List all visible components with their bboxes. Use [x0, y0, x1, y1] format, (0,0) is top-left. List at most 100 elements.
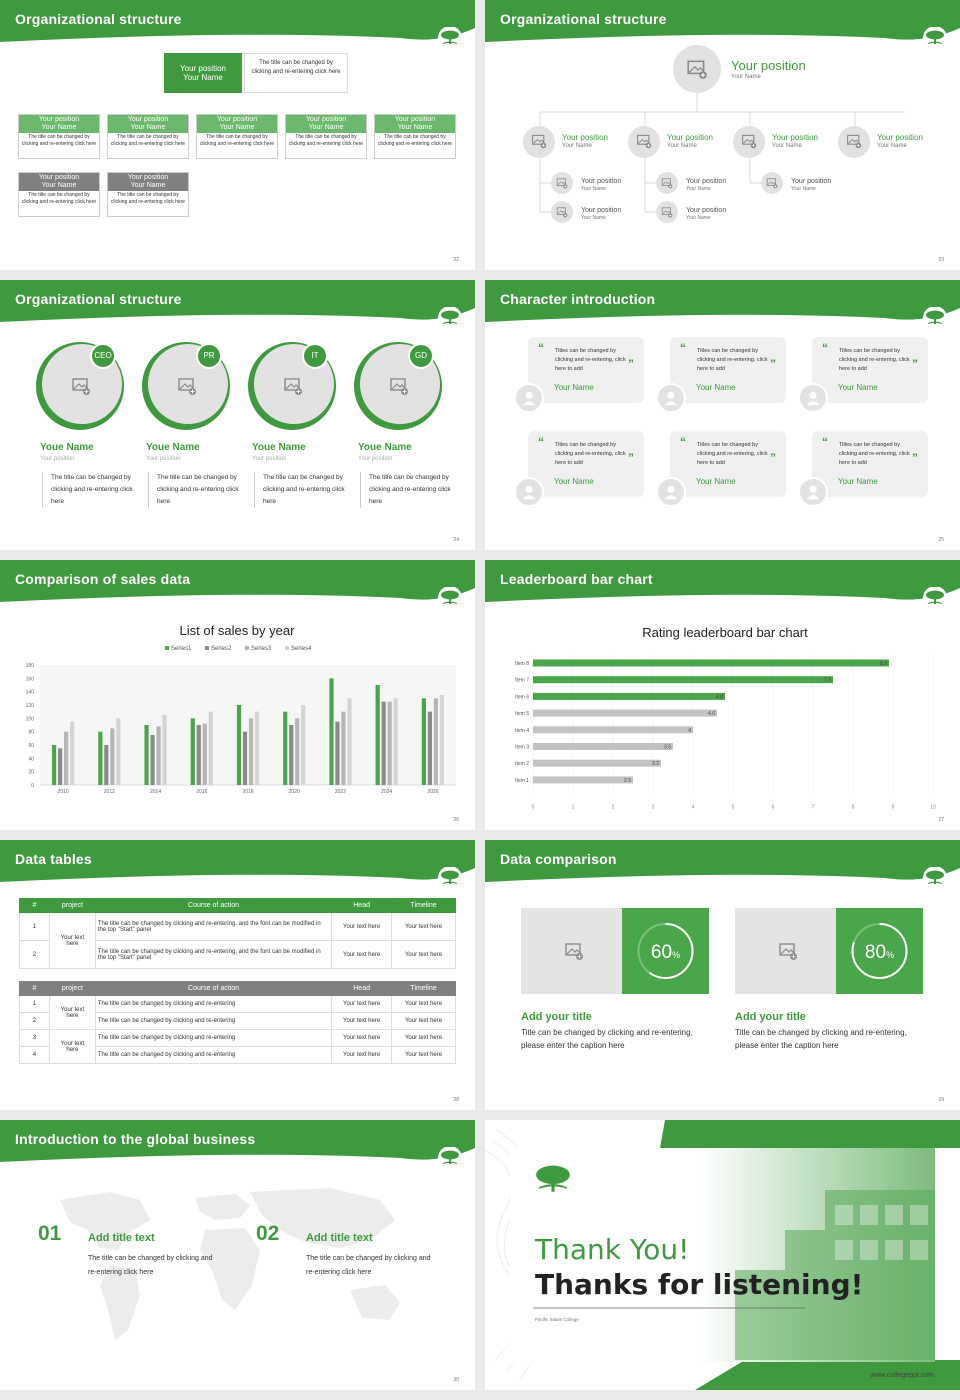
tree-logo-icon	[536, 1165, 570, 1192]
org-card: Your position Your Name The title can be c…	[374, 114, 456, 159]
slide-29[interactable]: Data comparison 60% Add your title Title c…	[485, 840, 960, 1110]
x-tick-label: 2010	[58, 789, 69, 795]
world-map	[60, 1188, 400, 1340]
y-tick-label: 140	[26, 690, 35, 696]
table-row: 1 Your text here The title can be change…	[19, 995, 456, 1030]
x-tick-label: 2024	[381, 789, 392, 795]
header-band	[0, 280, 475, 322]
slide-31[interactable]: Thank You! Thanks for listening! Pacific…	[485, 1120, 960, 1390]
x-tick-label: 2012	[104, 789, 115, 795]
col-project: project	[48, 981, 96, 996]
quote-name: Your Name	[696, 383, 736, 392]
slide-22[interactable]: Organizational structure Your position Y…	[0, 0, 475, 270]
percent-sign: %	[672, 950, 680, 960]
closing-background	[485, 1120, 960, 1390]
cell-action: The title can be changed by clicking and…	[94, 1012, 333, 1030]
close-quote-icon: ”	[628, 451, 634, 465]
college-name: Pacific States College	[535, 1317, 579, 1322]
cell-action: The title can be changed by clicking and…	[94, 1046, 333, 1064]
table-row: 2 The title can be changed by clicking a…	[19, 1012, 456, 1030]
slide-title: Data comparison	[500, 851, 617, 867]
quote-name: Your Name	[838, 477, 878, 486]
slide-27[interactable]: Leaderboard bar chart Rating leaderboard…	[485, 560, 960, 830]
page-number: 25	[938, 537, 944, 543]
avatar-placeholder	[838, 126, 870, 158]
bar	[190, 718, 195, 785]
cell-head: Your text here	[331, 1029, 393, 1047]
slide-24[interactable]: Organizational structure CEO Youe Name You…	[0, 280, 475, 550]
category-label: Item 8	[515, 661, 529, 667]
tree-logo-icon	[923, 307, 947, 329]
bar	[110, 728, 115, 785]
slide-header	[485, 840, 960, 890]
bar	[533, 726, 693, 734]
person-icon	[664, 391, 678, 406]
x-tick-label: 2014	[150, 789, 161, 795]
open-quote-icon: “	[680, 435, 686, 449]
website-url[interactable]: www.collegeppt.com	[870, 1372, 934, 1379]
bar	[533, 676, 833, 684]
category-label: Item 5	[515, 711, 529, 717]
card-text: The title can be changed by clicking and…	[21, 192, 97, 205]
person-description: The title can be changed by clicking and…	[360, 472, 454, 508]
slide-26[interactable]: Comparison of sales data List of sales b…	[0, 560, 475, 830]
bar	[427, 711, 432, 785]
cell-num: 3	[19, 1029, 50, 1047]
slide-title: Organizational structure	[15, 291, 182, 307]
avatar-placeholder	[628, 126, 660, 158]
org-card-header: Your position Your Name	[197, 115, 277, 133]
thanks-listening-line: Thanks for listening!	[535, 1268, 864, 1301]
x-tick-label: 7	[812, 805, 815, 811]
quote-name: Your Name	[554, 477, 594, 486]
slide-30[interactable]: Introduction to the global business 01 Ad…	[0, 1120, 475, 1390]
category-label: Item 7	[515, 678, 529, 684]
tree-logo-icon	[438, 307, 462, 329]
person-description: The title can be changed by clicking and…	[148, 472, 242, 508]
category-label: Item 1	[515, 778, 529, 784]
close-quote-icon: ”	[912, 357, 918, 371]
card-text: The title can be changed by clicking and…	[110, 134, 186, 147]
value-label: 7.5	[824, 678, 831, 684]
bar	[202, 723, 207, 785]
x-tick-label: 2020	[289, 789, 300, 795]
col-num: #	[19, 981, 50, 996]
bar	[533, 759, 661, 767]
image-placeholder-icon	[556, 178, 568, 189]
percentage-value: 60%	[651, 942, 680, 963]
slide-23[interactable]: Organizational structure Your position Y…	[485, 0, 960, 270]
legend-swatch	[285, 646, 289, 650]
node-position: Your position	[686, 178, 727, 185]
slide-28[interactable]: Data tables # project Course of action H…	[0, 840, 475, 1110]
x-tick-label: 3	[652, 805, 655, 811]
node-position: Your position	[667, 133, 713, 142]
bar	[387, 701, 392, 785]
comparison-description: Title can be changed by clicking and re-…	[521, 1028, 693, 1050]
card-position: Your position	[127, 116, 169, 123]
cell-head: Your text here	[331, 912, 393, 941]
slide-25[interactable]: Character introduction “ Titles can be ch…	[485, 280, 960, 550]
value-label: 8.9	[880, 661, 887, 667]
bar	[533, 776, 633, 784]
quote-text: Titles can be changed by clicking and re…	[697, 442, 768, 466]
user-avatar	[514, 383, 544, 413]
close-quote-icon: ”	[770, 451, 776, 465]
person-description: The title can be changed by clicking and…	[42, 472, 136, 508]
col-timeline: Timeline	[391, 981, 456, 996]
avatar-placeholder	[523, 126, 555, 158]
y-tick-label: 120	[26, 703, 35, 709]
col-head: Head	[331, 981, 393, 996]
slide-header	[485, 560, 960, 610]
header-band	[0, 0, 475, 42]
bar	[58, 748, 63, 785]
value-label: 4.8	[716, 694, 723, 700]
cell-timeline: Your text here	[391, 1046, 456, 1064]
bar	[242, 731, 248, 785]
bar	[533, 659, 889, 667]
category-label: Item 4	[515, 728, 529, 734]
comparison-description: Title can be changed by clicking and re-…	[735, 1028, 907, 1050]
close-quote-icon: ”	[912, 451, 918, 465]
x-tick-label: 5	[732, 805, 735, 811]
cell-project: Your text here	[48, 912, 96, 969]
progress-arc	[851, 923, 908, 979]
node-name: Your Name	[686, 186, 711, 192]
